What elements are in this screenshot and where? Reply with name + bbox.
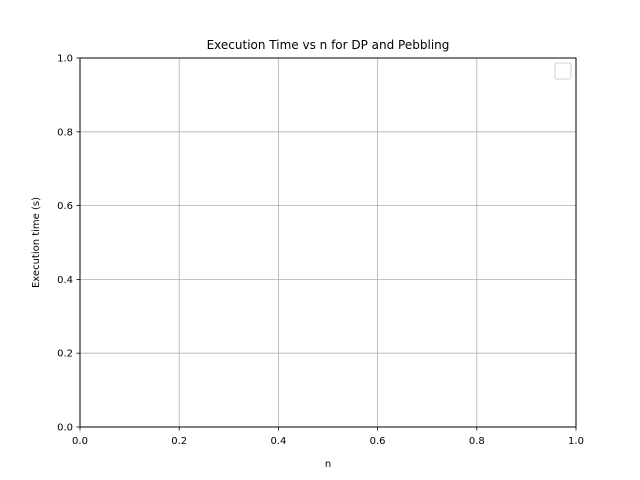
x-tick-label: 0.4 <box>270 436 286 447</box>
y-tick-label: 0.4 <box>57 275 73 286</box>
x-axis: 0.0 0.2 0.4 0.6 0.8 1.0 <box>72 427 584 447</box>
y-tick-label: 0.6 <box>57 201 73 212</box>
x-tick-label: 0.2 <box>171 436 187 447</box>
y-tick-label: 1.0 <box>57 54 73 65</box>
y-tick-label: 0.2 <box>57 349 73 360</box>
y-axis: 0.0 0.2 0.4 0.6 0.8 1.0 <box>57 54 80 434</box>
legend <box>554 62 572 80</box>
y-tick-label: 0.0 <box>57 423 73 434</box>
x-tick-label: 0.0 <box>72 436 88 447</box>
legend-box <box>554 62 572 80</box>
plot-frame <box>79 57 577 428</box>
x-axis-label: n <box>325 459 331 470</box>
x-tick-label: 0.8 <box>469 436 485 447</box>
x-tick-label: 0.6 <box>370 436 386 447</box>
y-axis-label: Execution time (s) <box>31 197 42 288</box>
chart-title: Execution Time vs n for DP and Pebbling <box>207 38 450 52</box>
y-tick-label: 0.8 <box>57 127 73 138</box>
x-tick-label: 1.0 <box>568 436 584 447</box>
